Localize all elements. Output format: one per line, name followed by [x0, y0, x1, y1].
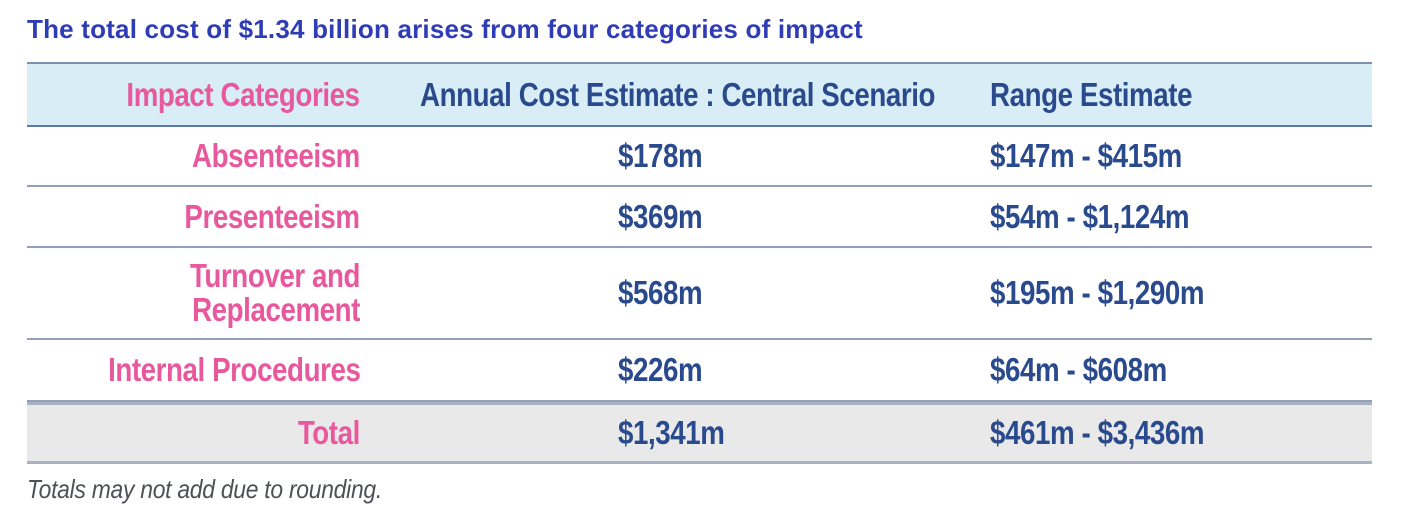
table-row-presenteeism: Presenteeism $369m $54m - $1,124m [27, 187, 1372, 248]
table-header-row: Impact Categories Annual Cost Estimate :… [27, 62, 1372, 127]
absenteeism-range-cell: $147m - $415m [960, 127, 1372, 185]
column-header-impact-categories-label: Impact Categories [126, 75, 361, 113]
presenteeism-category-label: Presenteeism [184, 197, 361, 235]
absenteeism-central-value: $178m [618, 137, 703, 175]
internal-procedures-range-cell: $64m - $608m [960, 340, 1372, 400]
internal-procedures-central-value: $226m [618, 351, 703, 389]
total-range-cell: $461m - $3,436m [960, 405, 1372, 461]
internal-procedures-category-cell: Internal Procedures [27, 340, 390, 400]
presenteeism-range-cell: $54m - $1,124m [960, 187, 1372, 246]
column-header-range-estimate-label: Range Estimate [990, 75, 1193, 113]
page-title: The total cost of $1.34 billion arises f… [27, 14, 863, 44]
internal-procedures-category-label: Internal Procedures [107, 351, 361, 389]
column-header-range-estimate: Range Estimate [960, 64, 1372, 125]
table-row-turnover-replacement: Turnover and Replacement $568m $195m - $… [27, 248, 1372, 340]
absenteeism-category-cell: Absenteeism [27, 127, 390, 185]
turnover-range-value: $195m - $1,290m [990, 274, 1205, 312]
turnover-range-cell: $195m - $1,290m [960, 248, 1372, 338]
absenteeism-range-value: $147m - $415m [990, 137, 1182, 175]
internal-procedures-range-value: $64m - $608m [990, 351, 1167, 389]
total-central-value: $1,341m [618, 414, 725, 452]
table-row-internal-procedures: Internal Procedures $226m $64m - $608m [27, 340, 1372, 402]
total-central-cell: $1,341m [390, 405, 960, 461]
column-header-impact-categories: Impact Categories [27, 64, 390, 125]
footnote: Totals may not add due to rounding. [27, 474, 382, 504]
column-header-annual-cost-estimate-label: Annual Cost Estimate : Central Scenario [420, 75, 936, 113]
absenteeism-central-cell: $178m [390, 127, 960, 185]
column-header-annual-cost-estimate: Annual Cost Estimate : Central Scenario [390, 64, 960, 125]
presenteeism-central-value: $369m [618, 197, 703, 235]
internal-procedures-central-cell: $226m [390, 340, 960, 400]
impact-cost-table: Impact Categories Annual Cost Estimate :… [27, 62, 1372, 464]
turnover-central-value: $568m [618, 274, 703, 312]
presenteeism-central-cell: $369m [390, 187, 960, 246]
total-range-value: $461m - $3,436m [990, 414, 1205, 452]
presenteeism-range-value: $54m - $1,124m [990, 197, 1190, 235]
table-row-total: Total $1,341m $461m - $3,436m [27, 402, 1372, 464]
turnover-category-label: Turnover and Replacement [189, 257, 360, 328]
turnover-category-cell: Turnover and Replacement [27, 248, 390, 338]
absenteeism-category-label: Absenteeism [192, 137, 360, 175]
presenteeism-category-cell: Presenteeism [27, 187, 390, 246]
total-category-label: Total [297, 414, 360, 452]
total-category-cell: Total [27, 405, 390, 461]
table-row-absenteeism: Absenteeism $178m $147m - $415m [27, 127, 1372, 187]
turnover-central-cell: $568m [390, 248, 960, 338]
